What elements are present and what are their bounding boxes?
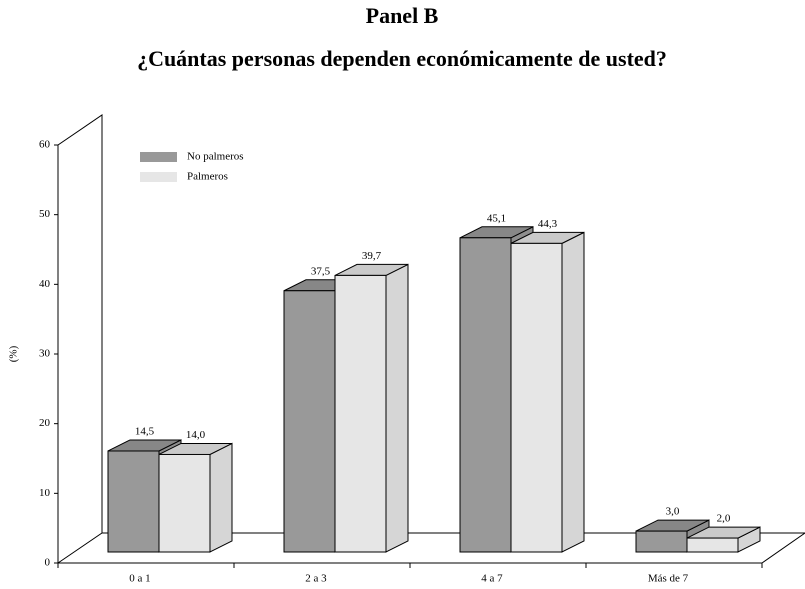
value-label: 45,1 [487, 212, 506, 224]
x-tick-label: Más de 7 [648, 573, 689, 585]
bar [510, 242, 563, 553]
legend-label: Palmeros [187, 171, 228, 183]
bar-side [385, 263, 409, 553]
x-tick-label: 2 a 3 [305, 573, 327, 585]
value-label: 2,0 [717, 513, 731, 525]
bar [283, 290, 336, 553]
y-tick-label: 50 [39, 208, 51, 220]
bar-side [561, 231, 585, 553]
value-label: 14,5 [135, 426, 155, 438]
legend-swatch [140, 172, 177, 182]
value-label: 3,0 [666, 506, 680, 518]
bar [459, 237, 512, 553]
value-label: 44,3 [538, 218, 558, 230]
legend-label: No palmeros [187, 151, 244, 163]
y-tick-label: 20 [39, 417, 51, 429]
bar [334, 274, 387, 553]
chart-title: Panel B [366, 3, 439, 28]
back-wall [57, 114, 103, 563]
bar [158, 453, 211, 553]
bar [686, 537, 739, 553]
y-tick-label: 10 [39, 487, 51, 499]
y-tick-label: 40 [39, 278, 51, 290]
y-axis-label: (%) [8, 345, 20, 362]
floor [57, 532, 805, 564]
bar-side [209, 442, 233, 553]
value-label: 37,5 [311, 265, 331, 277]
value-label: 14,0 [186, 429, 206, 441]
y-tick-label: 30 [39, 348, 51, 360]
x-tick-label: 4 a 7 [481, 573, 503, 585]
value-label: 39,7 [362, 250, 382, 262]
x-tick-label: 0 a 1 [129, 573, 150, 585]
bar [635, 530, 688, 553]
y-tick-label: 60 [39, 139, 51, 151]
legend-swatch [140, 152, 177, 162]
y-tick-label: 0 [45, 557, 51, 569]
bar [107, 450, 160, 553]
chart-subtitle: ¿Cuántas personas dependen económicament… [137, 46, 667, 71]
